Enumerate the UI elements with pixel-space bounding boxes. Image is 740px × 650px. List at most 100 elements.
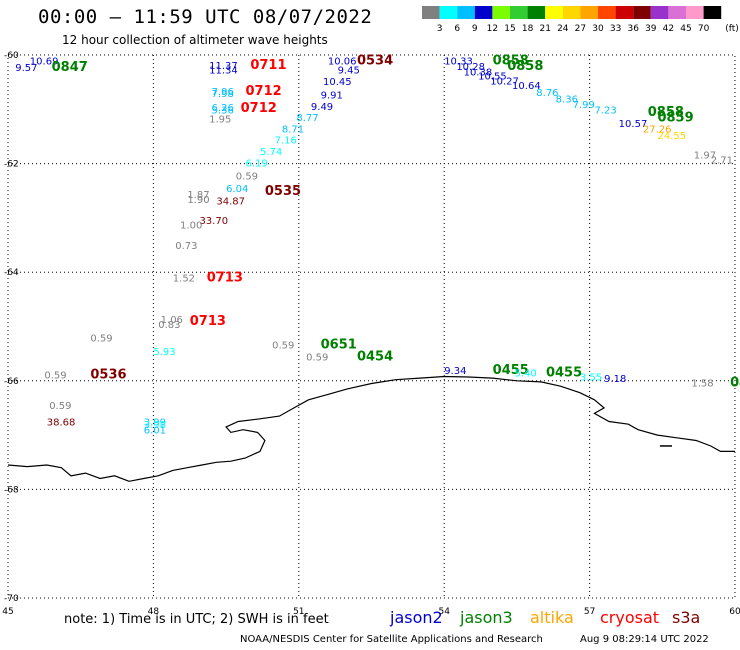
wave-height-label: 6.26 [212, 103, 234, 114]
pass-time-label: 0847 [52, 60, 88, 75]
pass-time-label: 0456 [730, 375, 740, 390]
wave-height-label: 10.38 [464, 67, 493, 78]
legend-swatch [457, 6, 475, 19]
wave-height-label: 38.68 [47, 418, 76, 429]
legend-swatch [633, 6, 651, 19]
wave-height-label: 1.52 [173, 274, 195, 285]
legend-swatch [422, 6, 440, 19]
legend-tick-label: 21 [539, 24, 550, 34]
wave-height-label: 6.19 [245, 159, 267, 170]
pass-time-label: 0535 [265, 184, 301, 199]
wave-height-label: 5.36 [212, 105, 234, 116]
wave-height-label: 8.36 [556, 94, 578, 105]
wave-height-label: 5.93 [153, 347, 175, 358]
legend-tick-label: 30 [592, 24, 604, 34]
wave-height-label: 7.99 [573, 100, 595, 111]
footer-note: note: 1) Time is in UTC; 2) SWH is in fe… [64, 612, 329, 627]
lon-tick-label: 45 [2, 607, 13, 617]
wave-height-label: 1.58 [691, 378, 713, 389]
wave-height-label: 10.69 [30, 56, 59, 67]
satellite-name-s3a: s3a [672, 608, 701, 627]
legend-swatch [703, 6, 722, 19]
wave-height-label: 0.83 [158, 320, 180, 331]
pass-time-label: 0455 [546, 366, 582, 381]
wave-height-label: 1.06 [161, 315, 183, 326]
wave-height-label: 0.59 [236, 172, 258, 183]
wave-height-label: 1.90 [187, 195, 209, 206]
wave-height-label: 27.26 [643, 124, 672, 135]
pass-time-label: 0713 [207, 271, 243, 286]
map-grid [7, 54, 736, 599]
pass-time-label: 0858 [493, 53, 529, 68]
wave-height-label: 10.28 [456, 62, 485, 73]
wave-height-label: 5.40 [514, 369, 536, 380]
lat-tick-label: -60 [4, 51, 19, 61]
lat-tick-label: -68 [4, 485, 19, 495]
lon-tick-label: 48 [148, 607, 160, 617]
wave-height-label: 1.00 [180, 220, 202, 231]
legend-swatch [615, 6, 634, 19]
wave-height-label: 9.91 [321, 91, 343, 102]
legend-swatch [580, 6, 598, 19]
legend-tick-label: 24 [557, 24, 569, 34]
pass-time-label: 0534 [357, 53, 393, 68]
wave-height-label: 5.74 [260, 147, 282, 158]
legend-swatch [474, 6, 493, 19]
wave-height-label: 9.18 [604, 374, 626, 385]
wave-height-label: 10.06 [328, 56, 357, 67]
wave-height-label: 3.98 [144, 420, 166, 431]
wave-height-label: 1.95 [209, 115, 231, 126]
legend-tick-label: 36 [627, 24, 639, 34]
wave-height-label: 10.55 [478, 72, 507, 83]
chart-title: 00:00 – 11:59 UTC 08/07/2022 [38, 6, 373, 28]
legend-unit: (ft) [725, 24, 739, 34]
legend-swatch [650, 6, 669, 19]
satellite-name-cryosat: cryosat [600, 608, 660, 627]
pass-time-label: 0536 [90, 367, 126, 382]
wave-height-label: 7.23 [594, 105, 616, 116]
wave-height-label: 3.55 [580, 372, 602, 383]
wave-height-label: 7.16 [275, 136, 297, 147]
wave-height-label: 8.71 [282, 124, 304, 135]
axis-ticks: 45 48 51 54 57 60 -60 -62 -64 -66 -68 -70 [2, 51, 740, 617]
wave-height-label: 24.55 [657, 131, 686, 142]
wave-height-label: 0.73 [175, 241, 197, 252]
satellite-name-altika: altika [530, 608, 574, 627]
wave-height-label: 10.64 [512, 81, 541, 92]
legend-tick-label: 3 [437, 24, 443, 34]
wave-height-label: 0.59 [90, 333, 112, 344]
lon-tick-label: 60 [729, 607, 740, 617]
pass-time-label: 0858 [507, 59, 543, 74]
pass-time-label: 0712 [241, 101, 277, 116]
wave-height-label: 10.57 [619, 119, 648, 130]
pass-time-label: 0651 [321, 337, 357, 352]
pass-time-label: 0713 [190, 314, 226, 329]
wave-height-label: 6.04 [226, 184, 248, 195]
wave-height-label: 8.77 [296, 113, 318, 124]
legend-tick-label: 33 [610, 24, 621, 34]
wave-height-label: 2.71 [711, 155, 733, 166]
wave-height-label: 11.34 [209, 66, 238, 77]
lon-tick-label: 54 [438, 607, 450, 617]
wave-height-label: 7.96 [212, 87, 234, 98]
legend-tick-label: 42 [663, 24, 674, 34]
pass-time-label: 0858 [648, 105, 684, 120]
legend-swatch [527, 6, 546, 19]
credit-line: NOAA/NESDIS Center for Satellite Applica… [240, 634, 543, 645]
antarctic-coastline [7, 375, 735, 482]
satellite-name-jason2: jason2 [390, 608, 443, 627]
wave-height-label: 6.01 [144, 426, 166, 437]
legend-tick-label: 6 [454, 24, 460, 34]
legend-tick-label: 45 [680, 24, 691, 34]
legend-tick-label: 70 [698, 24, 710, 34]
wave-height-label: 10.27 [490, 77, 519, 88]
pass-time-label: 0454 [357, 349, 393, 364]
wave-height-label: 0.59 [44, 370, 66, 381]
legend-swatch [439, 6, 458, 19]
wave-height-label: 8.76 [536, 88, 558, 99]
coastline [7, 375, 735, 482]
satellite-name-jason3: jason3 [460, 608, 513, 627]
legend-swatch [510, 6, 528, 19]
wave-height-label: 3.99 [144, 418, 166, 429]
